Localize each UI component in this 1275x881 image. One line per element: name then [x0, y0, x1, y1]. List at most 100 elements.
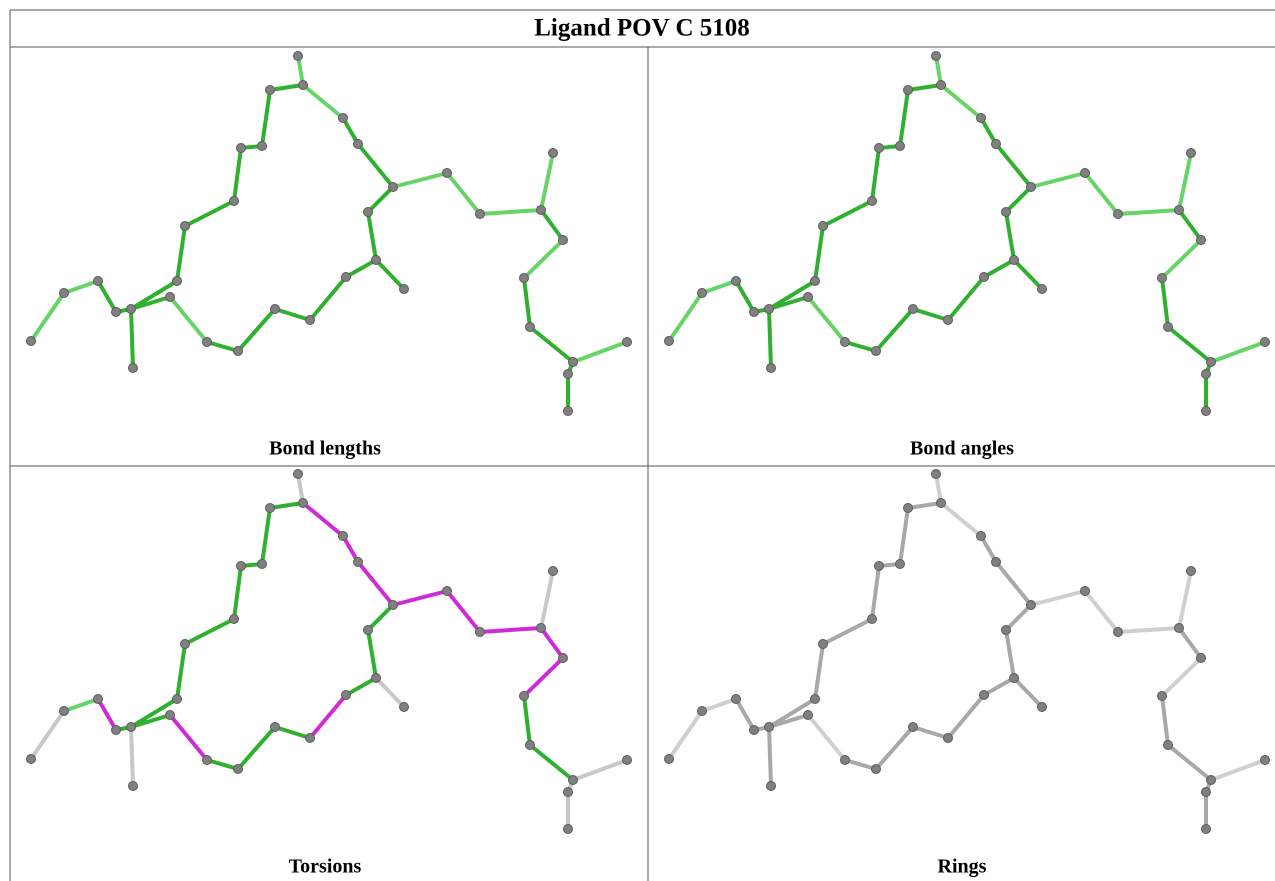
bond	[1168, 327, 1211, 362]
atom	[665, 337, 674, 346]
bond	[310, 695, 346, 738]
atom	[932, 470, 941, 479]
atom	[354, 558, 363, 567]
atom	[526, 741, 535, 750]
bond	[530, 327, 573, 362]
atom	[992, 140, 1001, 149]
atom	[112, 308, 121, 317]
atom	[271, 305, 280, 314]
atom	[364, 626, 373, 635]
bond	[702, 281, 736, 293]
bond	[815, 226, 823, 281]
caption: Bond angles	[910, 438, 1014, 460]
atom	[937, 499, 946, 508]
bond	[1179, 571, 1191, 628]
atom	[1114, 210, 1123, 219]
atom	[750, 308, 759, 317]
bond	[823, 201, 872, 226]
atom	[526, 323, 535, 332]
bond	[524, 240, 563, 278]
bond	[131, 309, 133, 368]
atom	[537, 206, 546, 215]
atom	[237, 144, 246, 153]
atom	[299, 499, 308, 508]
atom	[520, 692, 529, 701]
atom	[1202, 825, 1211, 834]
atom	[932, 52, 941, 61]
atom	[27, 755, 36, 764]
atom	[1114, 628, 1123, 637]
bond	[1162, 658, 1201, 696]
atom	[1261, 338, 1270, 347]
atom	[230, 197, 239, 206]
atom	[1202, 407, 1211, 416]
bond	[1085, 591, 1118, 632]
bond	[358, 562, 393, 605]
bond	[913, 727, 948, 738]
bond	[1162, 696, 1168, 745]
atom	[127, 723, 136, 732]
atom	[819, 222, 828, 231]
bond	[769, 309, 771, 368]
atom	[872, 765, 881, 774]
bond	[1006, 187, 1031, 212]
bond	[238, 727, 275, 769]
bond	[1211, 342, 1265, 362]
atom	[944, 734, 953, 743]
atom	[1081, 169, 1090, 178]
atom	[127, 305, 136, 314]
atom	[1002, 626, 1011, 635]
bond	[368, 605, 393, 630]
bond	[1006, 212, 1014, 260]
bond	[185, 201, 234, 226]
bond	[262, 90, 270, 146]
atom	[1187, 567, 1196, 576]
atom	[389, 183, 398, 192]
bond	[1179, 210, 1201, 240]
atom	[896, 560, 905, 569]
atom	[112, 726, 121, 735]
bond	[303, 503, 343, 536]
bond	[1118, 210, 1179, 214]
bond	[900, 90, 908, 146]
atom	[294, 470, 303, 479]
bond	[1014, 678, 1042, 707]
atom	[623, 338, 632, 347]
bond	[876, 309, 913, 351]
atom	[258, 142, 267, 151]
atom	[230, 615, 239, 624]
bond	[913, 309, 948, 320]
atom	[339, 532, 348, 541]
bond	[948, 277, 984, 320]
bond	[270, 503, 303, 508]
atom	[1197, 236, 1206, 245]
atom	[868, 197, 877, 206]
bond	[64, 699, 98, 711]
atom	[1202, 788, 1211, 797]
atom	[1027, 601, 1036, 610]
atom	[342, 691, 351, 700]
atom	[306, 734, 315, 743]
atom	[1038, 285, 1047, 294]
bond	[31, 711, 64, 759]
atom	[564, 825, 573, 834]
atom	[1038, 703, 1047, 712]
atom	[1027, 183, 1036, 192]
bond	[480, 210, 541, 214]
atom	[767, 364, 776, 373]
atom	[875, 562, 884, 571]
bond	[310, 277, 346, 320]
atom	[872, 347, 881, 356]
atom	[354, 140, 363, 149]
figure: Ligand POV C 5108 Bond lengths Bond angl…	[0, 0, 1275, 881]
bond	[270, 85, 303, 90]
bond	[948, 695, 984, 738]
atom	[549, 567, 558, 576]
atom	[299, 81, 308, 90]
atom	[443, 169, 452, 178]
bond	[669, 293, 702, 341]
atom	[339, 114, 348, 123]
bond	[262, 508, 270, 564]
atom	[294, 52, 303, 61]
atom	[569, 358, 578, 367]
